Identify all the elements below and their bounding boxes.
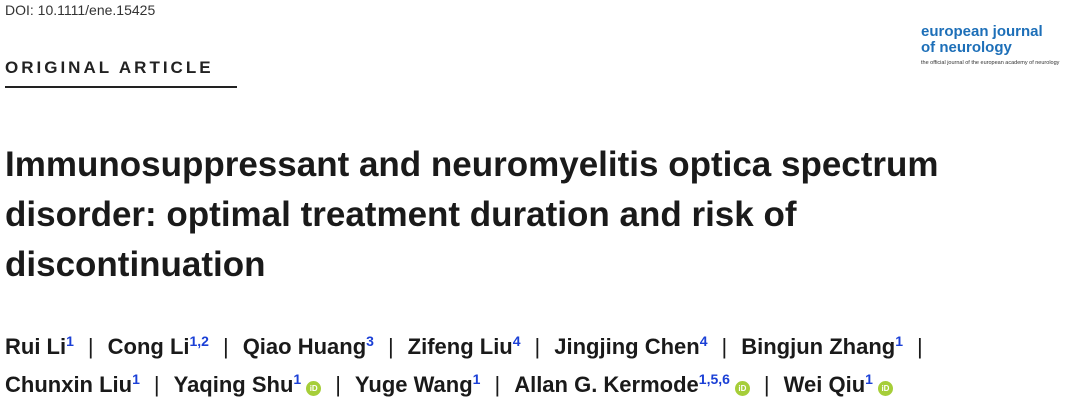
article-type: ORIGINAL ARTICLE <box>5 58 214 77</box>
title: Immunosuppressant and neuromyelitis opti… <box>5 140 939 290</box>
title-line: Immunosuppressant and neuromyelitis opti… <box>5 145 939 184</box>
author-name: Wei Qiu <box>783 372 866 397</box>
separator: | <box>721 334 728 359</box>
author: Rui Li1 <box>5 334 74 359</box>
separator: | <box>917 334 923 359</box>
affiliation: 1 <box>293 371 302 387</box>
separator: | <box>222 334 229 359</box>
affiliation: 4 <box>699 333 708 349</box>
author-name: Qiao Huang <box>242 334 367 359</box>
author-list: Rui Li1 | Cong Li1,2 | Qiao Huang3 | Zifeng Li… <box>5 328 1080 404</box>
affiliation: 1,2 <box>189 333 209 349</box>
journal-tagline: the official journal of the european aca… <box>921 60 1060 66</box>
author: Qiao Huang3 <box>243 334 374 359</box>
author: Yaqing Shu1 iD <box>174 372 322 397</box>
separator: | <box>87 334 94 359</box>
separator: | <box>763 372 770 397</box>
affiliation: 4 <box>512 333 521 349</box>
orcid-icon: iD <box>306 381 322 396</box>
separator: | <box>335 372 341 397</box>
affiliation: 1 <box>66 333 74 349</box>
separator: | <box>494 372 501 397</box>
underline <box>5 86 237 88</box>
journal-name: european journal <box>921 23 1043 40</box>
doi: DOI: 10.1111/ene.15425 <box>5 2 156 18</box>
author: Wei Qiu1 iD <box>784 372 893 397</box>
separator: | <box>534 334 541 359</box>
separator: | <box>153 372 160 397</box>
orcid-icon: iD <box>734 381 750 396</box>
title-line: disorder: optimal treatment duration and… <box>5 195 797 234</box>
affiliation: 1 <box>132 371 140 387</box>
author: Bingjun Zhang1 <box>741 334 903 359</box>
author-name: Yuge Wang <box>354 372 473 397</box>
title-line: discontinuation <box>5 245 266 284</box>
author-name: Chunxin Liu <box>5 372 133 397</box>
journal-name: of neurology <box>921 39 1012 56</box>
author-name: Bingjun Zhang <box>741 334 896 359</box>
author-name: Allan G. Kermode <box>514 372 699 397</box>
author-name: Jingjing Chen <box>554 334 700 359</box>
affiliation: 1 <box>865 371 873 387</box>
affiliation: 1 <box>895 333 903 349</box>
author-name: Yaqing Shu <box>173 372 294 397</box>
separator: | <box>387 334 394 359</box>
affiliation: 1 <box>472 371 481 387</box>
author-name: Rui Li <box>5 334 67 359</box>
author-name: Zifeng Liu <box>407 334 513 359</box>
affiliation: 1,5,6 <box>698 371 730 387</box>
affiliation: 3 <box>366 333 374 349</box>
author: Cong Li1,2 <box>108 334 209 359</box>
author: Yuge Wang1 <box>355 372 481 397</box>
author: Zifeng Liu4 <box>408 334 521 359</box>
orcid-icon: iD <box>877 381 893 396</box>
author: Chunxin Liu1 <box>5 372 140 397</box>
author-name: Cong Li <box>107 334 190 359</box>
journal-logo: european journal of neurology <box>921 24 1043 56</box>
author: Jingjing Chen4 <box>554 334 707 359</box>
author: Allan G. Kermode1,5,6 iD <box>514 372 750 397</box>
